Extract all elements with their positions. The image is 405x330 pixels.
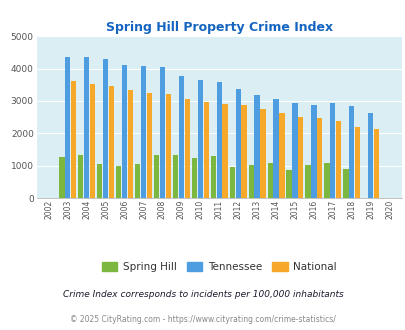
Bar — [324, 163, 329, 198]
Bar — [348, 106, 354, 198]
Bar — [297, 117, 303, 198]
Bar — [109, 86, 114, 198]
Bar — [235, 89, 240, 198]
Bar — [273, 99, 278, 198]
Bar — [97, 164, 102, 198]
Bar — [59, 157, 64, 198]
Bar — [329, 103, 335, 198]
Bar — [335, 121, 341, 198]
Bar — [146, 93, 151, 198]
Bar — [90, 84, 95, 198]
Bar — [134, 164, 140, 198]
Bar — [191, 157, 196, 198]
Bar — [116, 166, 121, 198]
Bar — [241, 105, 246, 198]
Bar — [122, 65, 127, 198]
Bar — [248, 165, 253, 198]
Bar — [286, 170, 291, 198]
Text: Crime Index corresponds to incidents per 100,000 inhabitants: Crime Index corresponds to incidents per… — [62, 290, 343, 299]
Bar — [160, 67, 165, 198]
Bar — [197, 80, 202, 198]
Bar — [229, 167, 234, 198]
Bar — [260, 109, 265, 198]
Bar — [373, 129, 378, 198]
Bar — [254, 95, 259, 198]
Bar — [354, 126, 359, 198]
Bar — [65, 57, 70, 198]
Bar — [216, 82, 222, 198]
Bar — [178, 76, 183, 198]
Bar — [342, 169, 347, 198]
Bar — [367, 113, 373, 198]
Bar — [222, 104, 227, 198]
Bar — [316, 118, 322, 198]
Bar — [267, 163, 272, 198]
Title: Spring Hill Property Crime Index: Spring Hill Property Crime Index — [105, 21, 332, 34]
Bar — [305, 165, 310, 198]
Bar — [84, 57, 89, 198]
Legend: Spring Hill, Tennessee, National: Spring Hill, Tennessee, National — [97, 258, 340, 277]
Bar — [103, 59, 108, 198]
Bar — [141, 66, 146, 198]
Bar — [165, 94, 171, 198]
Text: © 2025 CityRating.com - https://www.cityrating.com/crime-statistics/: © 2025 CityRating.com - https://www.city… — [70, 315, 335, 324]
Bar — [71, 81, 76, 198]
Bar — [292, 103, 297, 198]
Bar — [173, 155, 178, 198]
Bar — [128, 90, 133, 198]
Bar — [311, 105, 316, 198]
Bar — [184, 99, 190, 198]
Bar — [203, 102, 208, 198]
Bar — [210, 156, 215, 198]
Bar — [153, 155, 159, 198]
Bar — [279, 113, 284, 198]
Bar — [78, 155, 83, 198]
